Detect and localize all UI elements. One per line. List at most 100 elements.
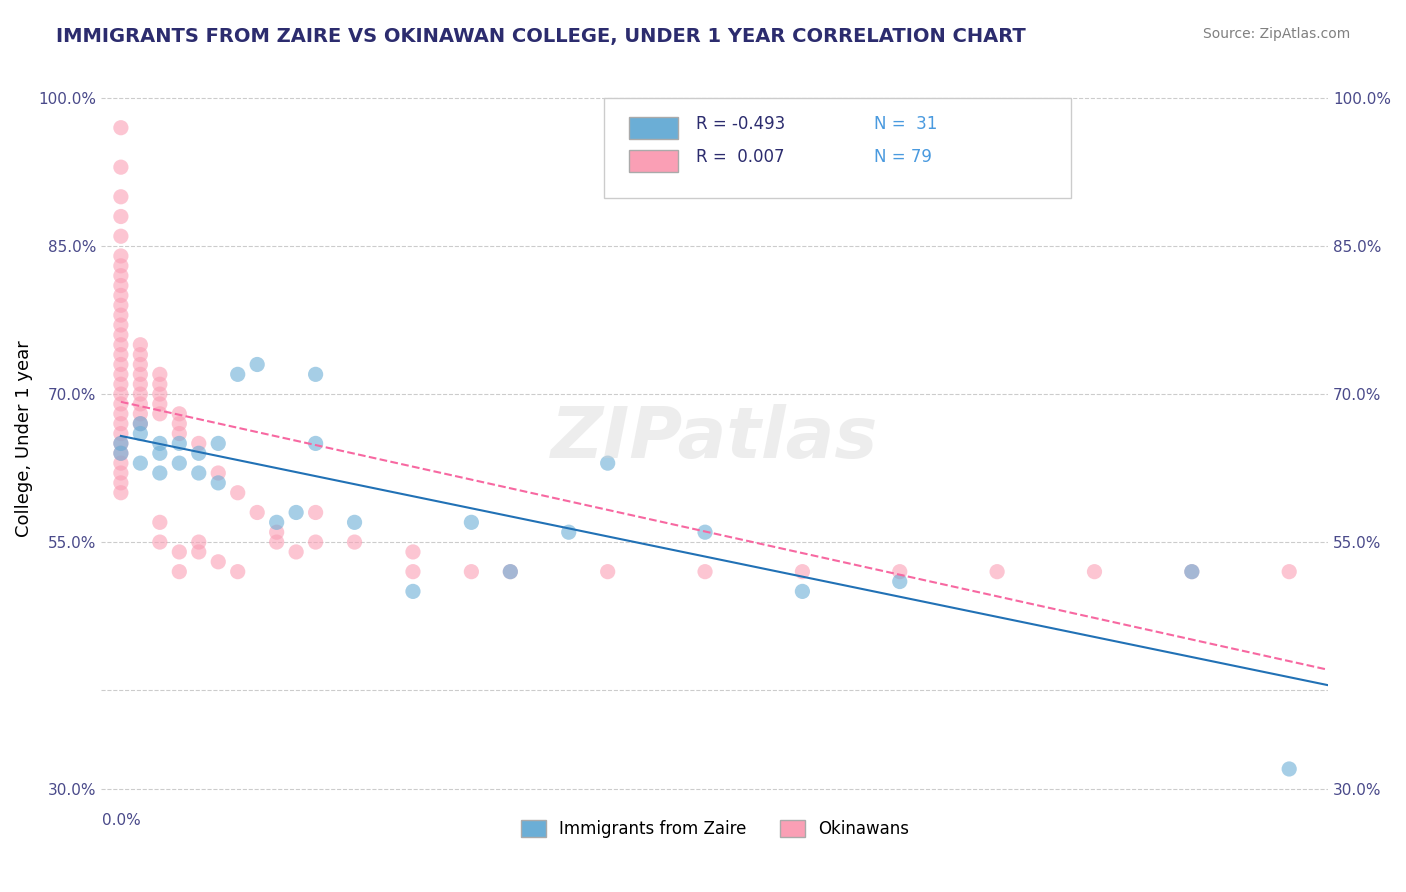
Point [226, 485, 249, 500]
Point [149, 535, 172, 549]
FancyBboxPatch shape [605, 98, 1070, 198]
Point [187, 535, 209, 549]
Point [110, 377, 132, 392]
Point [499, 565, 522, 579]
Point [402, 584, 425, 599]
Point [266, 535, 288, 549]
Point [149, 368, 172, 382]
Point [110, 417, 132, 431]
Point [169, 565, 191, 579]
FancyBboxPatch shape [628, 117, 678, 139]
Point [110, 446, 132, 460]
Point [226, 368, 249, 382]
Point [129, 358, 152, 372]
Point [149, 387, 172, 401]
Text: N = 79: N = 79 [875, 148, 932, 166]
Point [110, 466, 132, 480]
FancyBboxPatch shape [628, 150, 678, 172]
Point [304, 535, 326, 549]
Point [129, 368, 152, 382]
Point [889, 565, 911, 579]
Point [266, 525, 288, 540]
Point [110, 268, 132, 283]
Point [110, 348, 132, 362]
Point [460, 516, 482, 530]
Point [187, 446, 209, 460]
Point [169, 426, 191, 441]
Point [110, 308, 132, 322]
Point [402, 565, 425, 579]
Point [129, 377, 152, 392]
Point [129, 456, 152, 470]
Point [149, 446, 172, 460]
Point [110, 249, 132, 263]
Point [149, 407, 172, 421]
Point [110, 387, 132, 401]
Point [207, 436, 229, 450]
Text: IMMIGRANTS FROM ZAIRE VS OKINAWAN COLLEGE, UNDER 1 YEAR CORRELATION CHART: IMMIGRANTS FROM ZAIRE VS OKINAWAN COLLEG… [56, 27, 1026, 45]
Point [169, 545, 191, 559]
Point [110, 446, 132, 460]
Point [110, 397, 132, 411]
Point [110, 436, 132, 450]
Point [246, 506, 269, 520]
Point [304, 368, 326, 382]
Point [129, 337, 152, 351]
Point [1181, 565, 1204, 579]
Point [149, 516, 172, 530]
Point [110, 229, 132, 244]
Text: N =  31: N = 31 [875, 115, 938, 133]
Legend: Immigrants from Zaire, Okinawans: Immigrants from Zaire, Okinawans [515, 813, 915, 845]
Point [207, 555, 229, 569]
Point [285, 506, 308, 520]
Point [285, 545, 308, 559]
Point [187, 545, 209, 559]
Point [304, 506, 326, 520]
Point [169, 456, 191, 470]
Point [110, 210, 132, 224]
Point [110, 368, 132, 382]
Point [110, 485, 132, 500]
Point [110, 160, 132, 174]
Point [110, 456, 132, 470]
Point [1181, 565, 1204, 579]
Point [129, 417, 152, 431]
Point [693, 565, 716, 579]
Point [110, 190, 132, 204]
Text: R = -0.493: R = -0.493 [696, 115, 786, 133]
Point [169, 417, 191, 431]
Point [187, 436, 209, 450]
Point [499, 565, 522, 579]
Point [792, 584, 814, 599]
Point [1278, 565, 1301, 579]
Point [596, 565, 619, 579]
Point [1375, 565, 1398, 579]
Point [110, 358, 132, 372]
Point [986, 565, 1008, 579]
Point [110, 120, 132, 135]
Point [460, 565, 482, 579]
Point [596, 456, 619, 470]
Point [246, 358, 269, 372]
Text: ZIPatlas: ZIPatlas [551, 404, 879, 473]
Point [110, 407, 132, 421]
Text: Source: ZipAtlas.com: Source: ZipAtlas.com [1202, 27, 1350, 41]
Text: R =  0.007: R = 0.007 [696, 148, 785, 166]
Point [889, 574, 911, 589]
Point [110, 436, 132, 450]
Point [693, 525, 716, 540]
Point [110, 475, 132, 490]
Point [402, 545, 425, 559]
Point [792, 565, 814, 579]
Point [343, 535, 366, 549]
Point [266, 516, 288, 530]
Point [129, 417, 152, 431]
Point [207, 466, 229, 480]
Point [169, 407, 191, 421]
Point [1278, 762, 1301, 776]
Point [129, 397, 152, 411]
Point [129, 426, 152, 441]
Point [304, 436, 326, 450]
Point [129, 387, 152, 401]
Point [110, 337, 132, 351]
